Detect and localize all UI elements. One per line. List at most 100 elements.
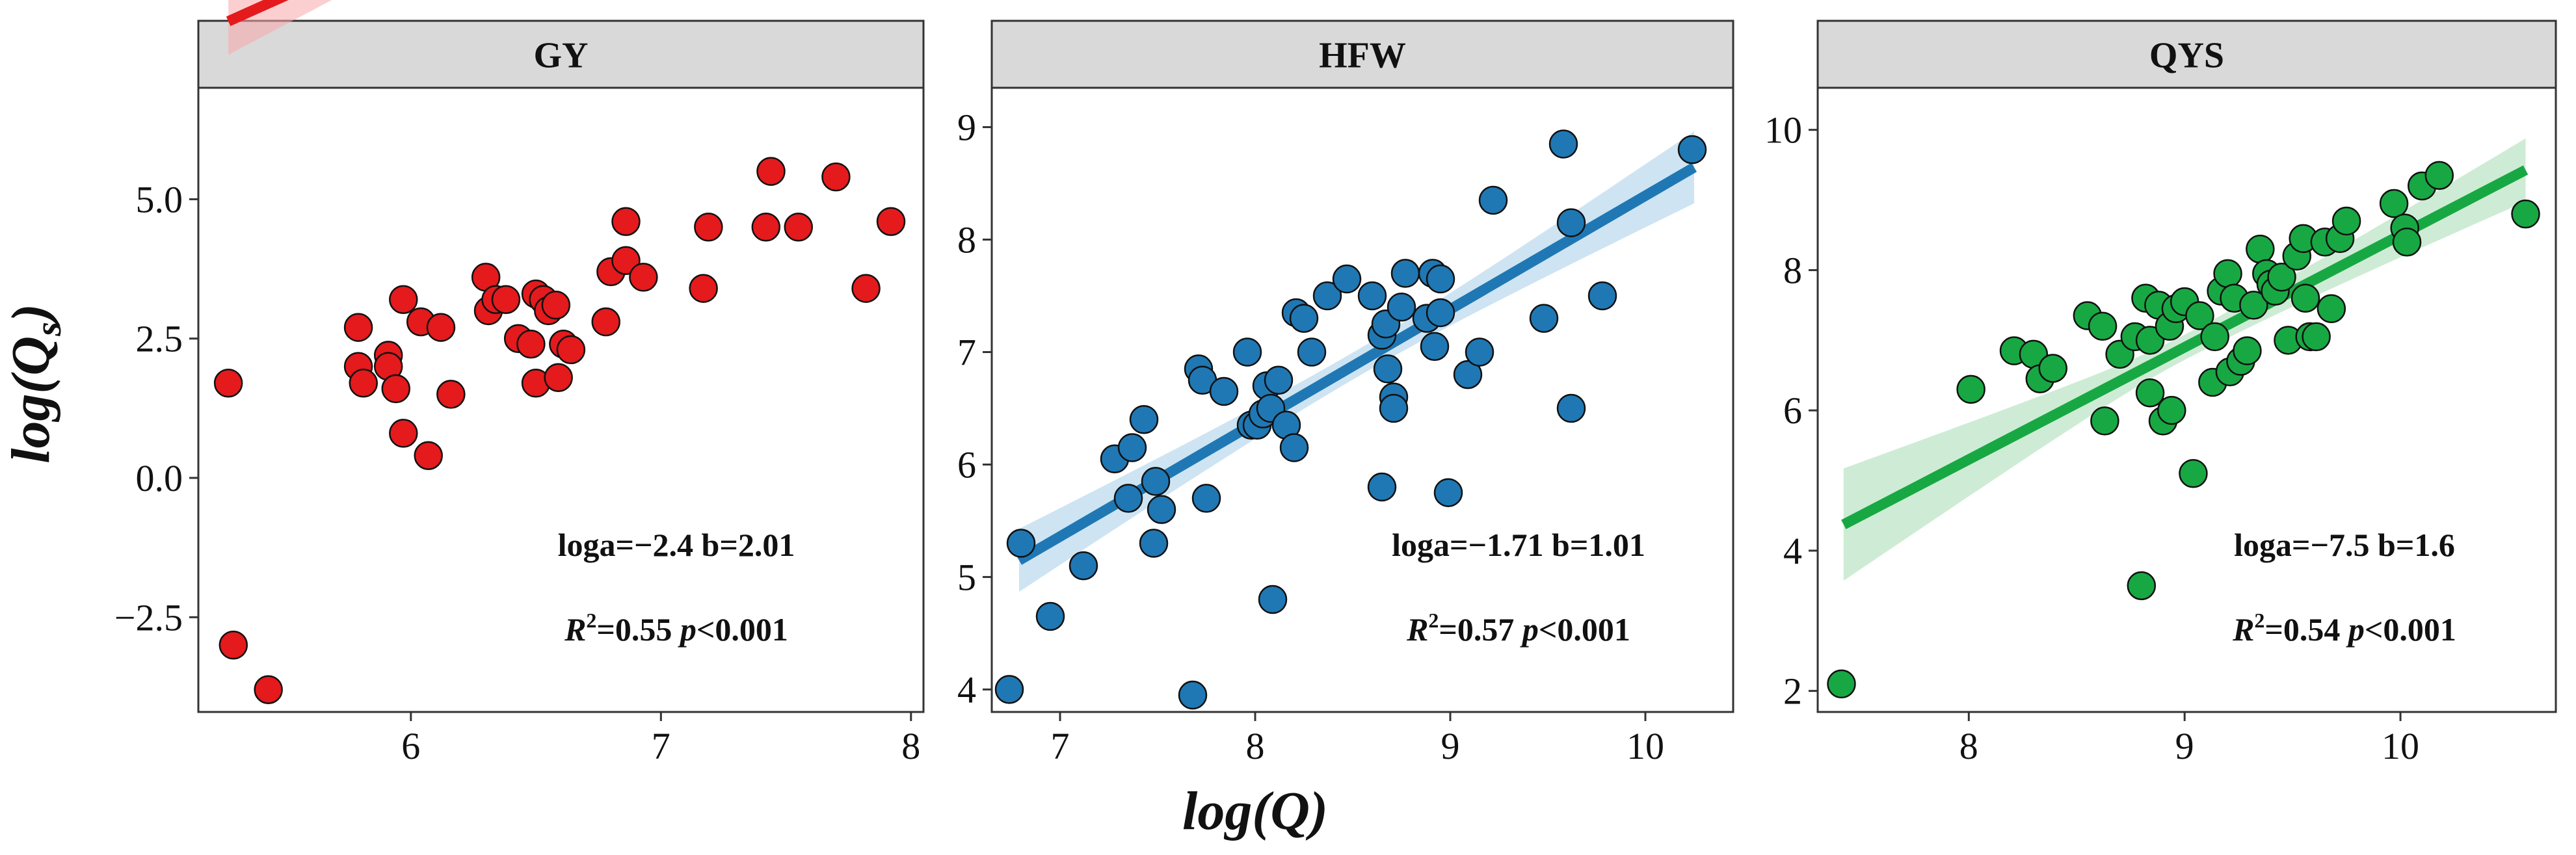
data-point <box>219 630 248 660</box>
panel-title: GY <box>534 36 589 76</box>
data-point <box>756 157 786 186</box>
data-point <box>2267 262 2296 292</box>
r2-value: =0.54 <box>2264 611 2348 648</box>
data-point <box>2424 161 2454 191</box>
data-point <box>611 246 641 275</box>
data-point <box>1478 185 1508 215</box>
data-point <box>414 441 443 470</box>
data-point <box>1529 304 1559 333</box>
plot-frame <box>1816 86 2557 713</box>
data-point <box>1035 601 1065 631</box>
data-point <box>876 207 906 236</box>
x-tick-label: 10 <box>1627 725 1664 767</box>
data-point <box>2213 259 2242 289</box>
data-point <box>629 263 658 292</box>
data-point <box>821 162 851 192</box>
y-axis-label-main: log(Q <box>1 336 61 464</box>
y-tick-label: −2.5 <box>114 596 183 638</box>
plot-frame <box>197 86 925 713</box>
data-point <box>1117 433 1147 462</box>
data-point <box>1420 332 1450 362</box>
y-axis-label: log(Qs) <box>1 304 69 464</box>
x-tick-label: 9 <box>2175 725 2194 767</box>
data-point <box>2157 395 2186 425</box>
data-point <box>1556 393 1586 423</box>
data-point <box>2088 311 2118 341</box>
data-point <box>2185 301 2214 330</box>
annotation-r2-p: R2=0.57 p<0.001 <box>1406 609 1630 648</box>
data-point <box>1587 281 1617 311</box>
panel-gy: GY 6 7 8 −2.5 0.0 2.5 5.0 loga=−2.4 b=2.01 R2=0.5… <box>114 0 925 767</box>
data-point <box>784 213 814 242</box>
p-symbol: p <box>678 611 697 648</box>
data-point <box>1264 365 1294 395</box>
data-point <box>2317 294 2346 324</box>
y-tick-label: 5.0 <box>136 178 183 220</box>
data-point <box>1113 484 1143 513</box>
y-axis-label-subscript: s <box>29 322 69 337</box>
data-point <box>611 207 641 236</box>
data-point <box>2127 571 2157 601</box>
annotation-r2-p: R2=0.54 p<0.001 <box>2232 609 2456 648</box>
data-point <box>2246 234 2275 264</box>
data-point <box>1956 375 1985 404</box>
data-point <box>389 285 418 314</box>
y-tick-label: 9 <box>957 107 976 149</box>
data-point <box>541 291 571 320</box>
data-point <box>556 335 586 365</box>
r2-value: =0.57 <box>1439 611 1522 648</box>
data-point <box>436 380 466 409</box>
data-point <box>1677 135 1707 164</box>
data-point <box>2090 406 2119 436</box>
data-point <box>751 213 781 242</box>
data-point <box>213 369 243 398</box>
data-point <box>2135 378 2165 408</box>
data-point <box>1433 478 1463 507</box>
regression-line <box>226 0 289 27</box>
data-point <box>1312 281 1342 311</box>
p-value: <0.001 <box>2365 611 2456 648</box>
r2-symbol: R <box>564 611 586 648</box>
data-point <box>1209 376 1239 406</box>
data-point <box>381 374 410 404</box>
data-point <box>2038 354 2067 383</box>
data-point <box>1147 495 1176 524</box>
data-point <box>1556 208 1586 237</box>
data-point <box>1465 337 1494 367</box>
data-point <box>1367 472 1397 502</box>
panel-title: QYS <box>2149 36 2224 76</box>
data-point <box>1387 293 1416 322</box>
y-tick-label: 8 <box>1783 249 1802 291</box>
x-tick-label: 8 <box>901 725 920 767</box>
data-point <box>1453 360 1483 389</box>
data-point <box>2200 322 2229 352</box>
x-axis-label: log(Q) <box>1182 781 1328 841</box>
data-point <box>1297 337 1327 367</box>
y-tick-label: 4 <box>957 668 976 711</box>
x-tick-label: 9 <box>1441 725 1460 767</box>
data-point <box>1139 529 1169 558</box>
p-symbol: p <box>1520 611 1539 648</box>
data-point <box>1232 337 1262 367</box>
data-point <box>343 313 373 342</box>
annotation-coefficients: loga=−2.4 b=2.01 <box>558 527 795 563</box>
r2-symbol: R <box>1406 611 1428 648</box>
data-point <box>851 274 881 303</box>
x-tick-label: 7 <box>1051 725 1070 767</box>
data-point <box>689 274 718 303</box>
plot-frame <box>990 86 1734 713</box>
data-point <box>2233 336 2262 365</box>
x-tick-label: 10 <box>2382 725 2419 767</box>
data-point <box>2392 228 2422 257</box>
data-point <box>1426 264 1455 294</box>
data-point <box>1258 585 1288 614</box>
panel-hfw: HFW 7 8 9 10 4 5 6 7 8 9 loga=−1.71 b=1.01 R2=0.57 p… <box>957 20 1734 767</box>
y-tick-label: 4 <box>1783 530 1802 572</box>
data-point <box>254 675 283 704</box>
x-tick-label: 8 <box>1246 725 1265 767</box>
data-point <box>1279 433 1309 462</box>
data-point <box>694 213 723 242</box>
